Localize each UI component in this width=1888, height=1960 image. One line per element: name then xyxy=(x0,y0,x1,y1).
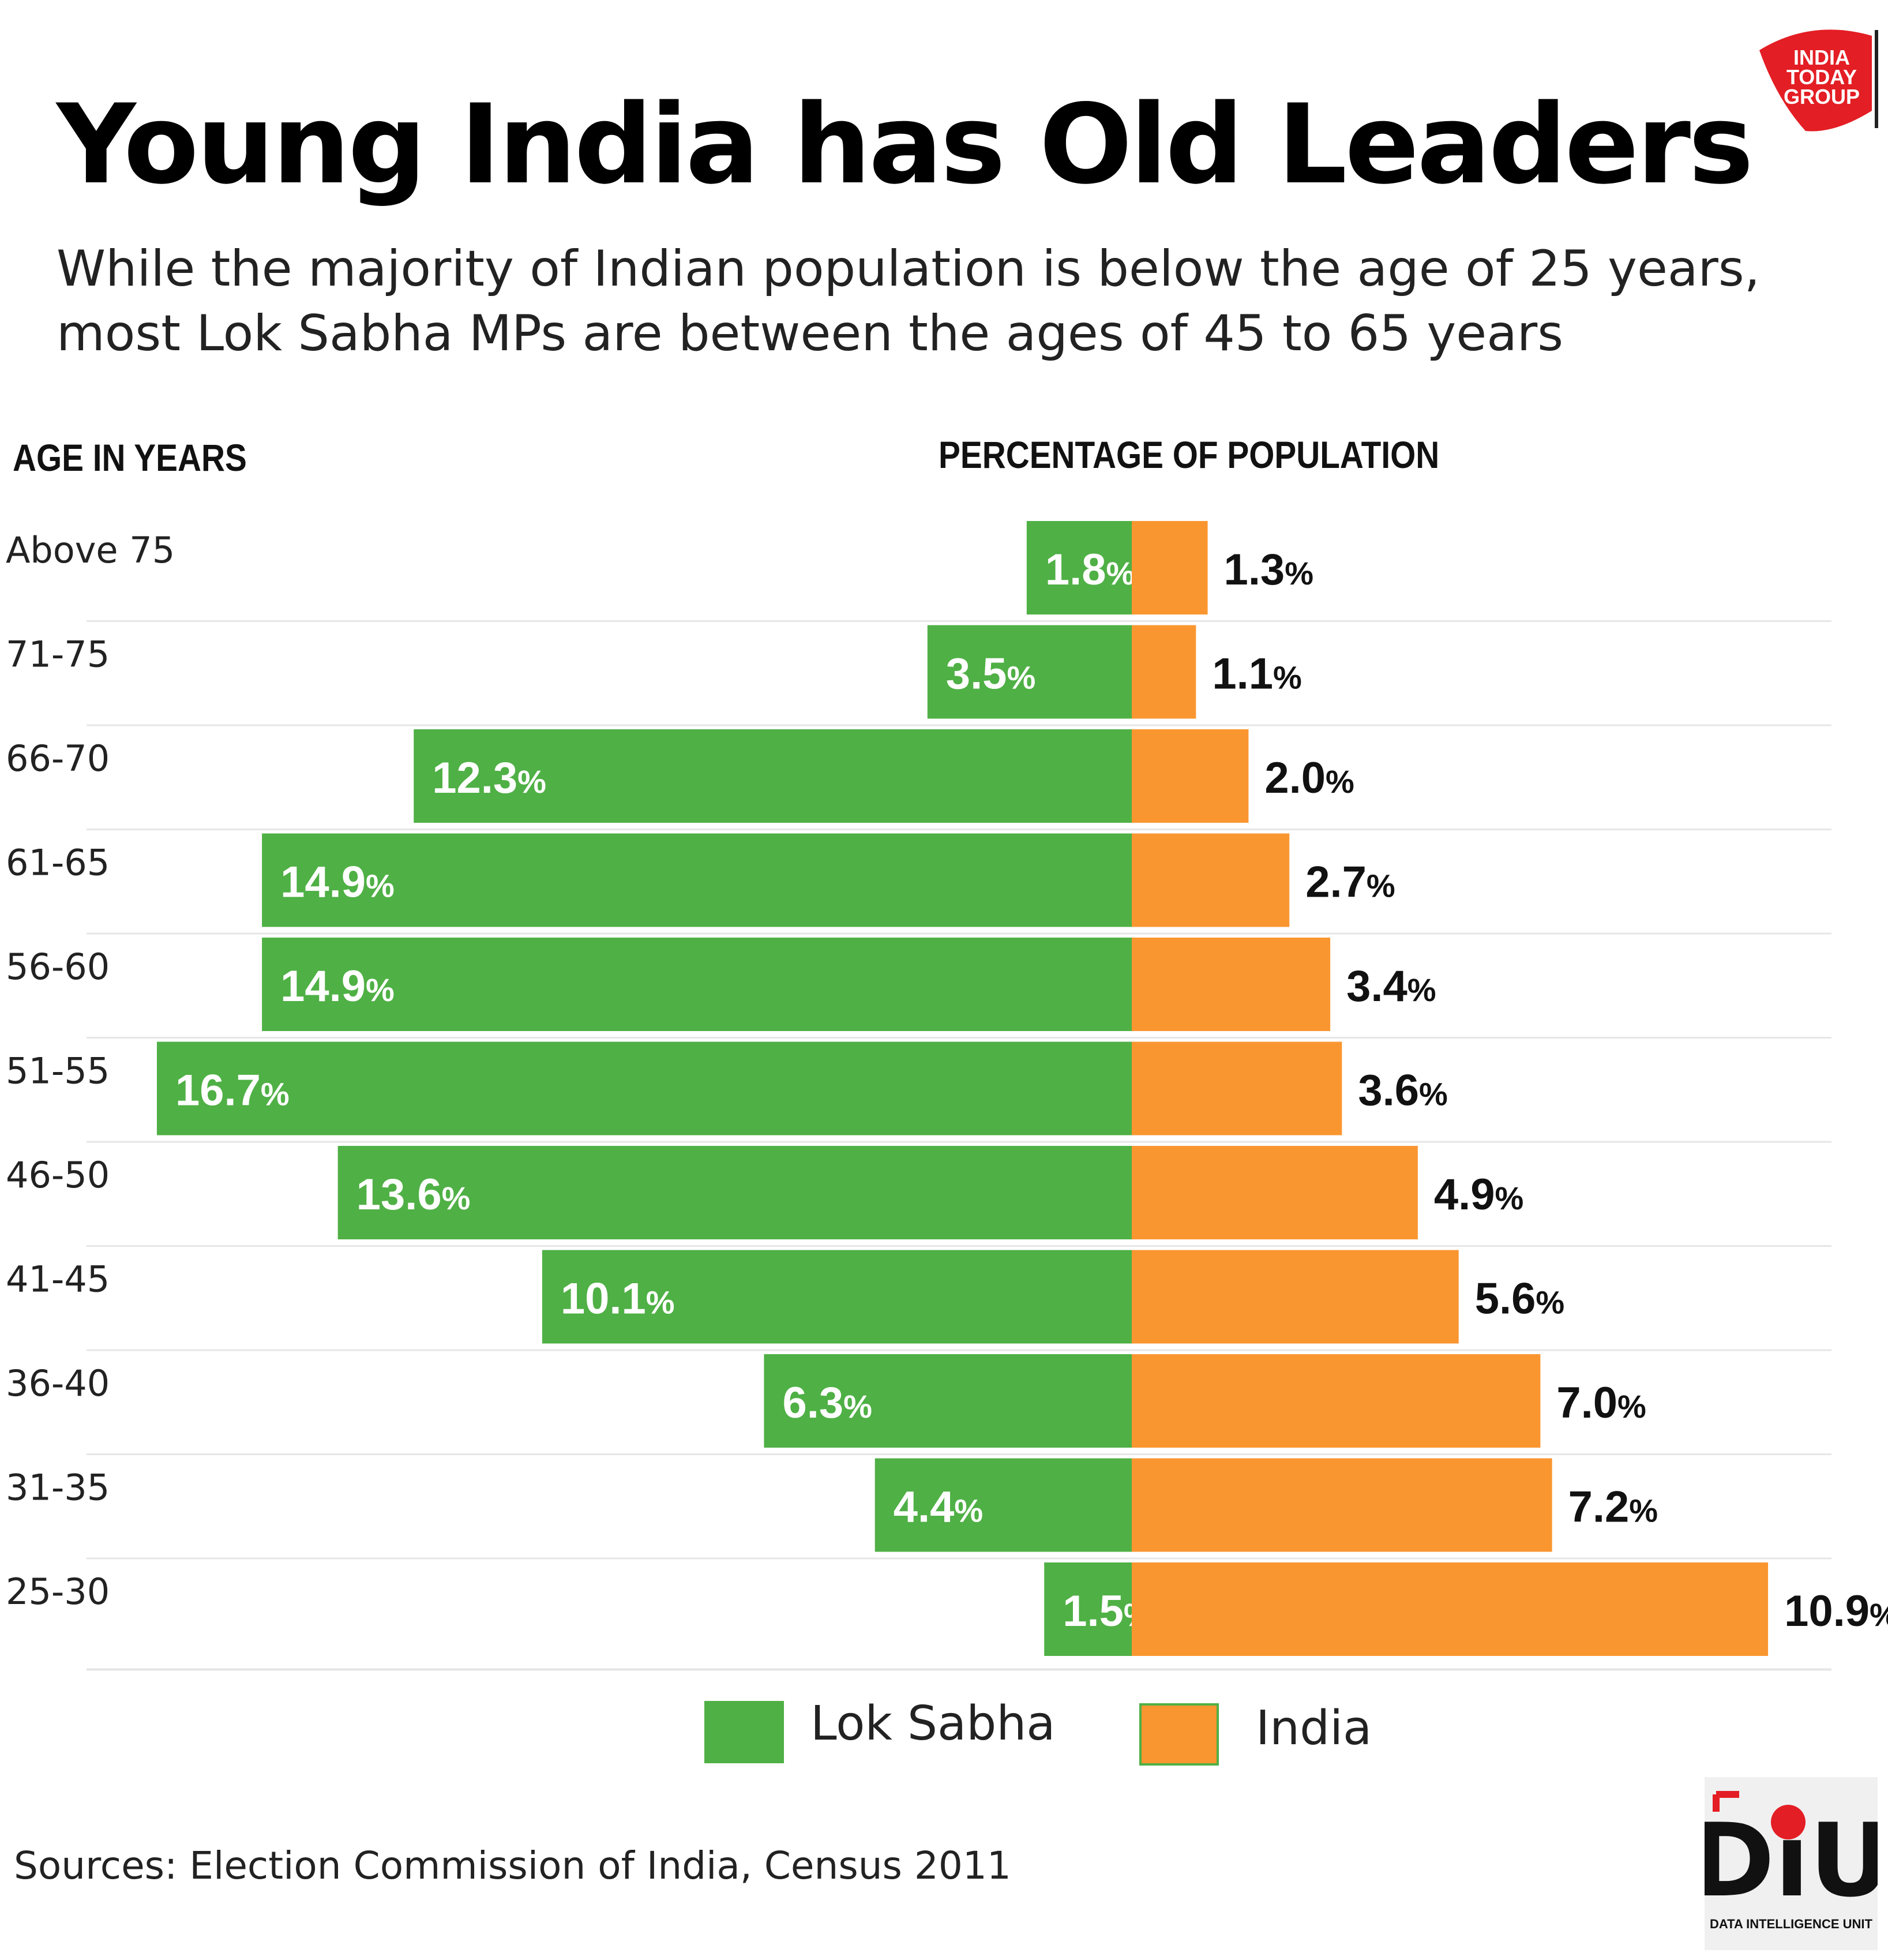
india-bar-51-55 xyxy=(1132,1041,1342,1135)
india-value-56-60: 3.4% xyxy=(1346,962,1436,1011)
india-bar-56-60 xyxy=(1132,938,1331,1031)
lok-sabha-value-41-45: 10.1% xyxy=(561,1275,675,1324)
percentage-axis-heading: PERCENTAGE OF POPULATION xyxy=(939,433,1440,476)
category-label-71-75: 71-75 xyxy=(6,634,110,676)
lok-sabha-value-71-75: 3.5% xyxy=(946,650,1035,699)
category-label-46-50: 46-50 xyxy=(6,1154,110,1196)
category-label-66-70: 66-70 xyxy=(6,737,110,779)
india-value-71-75: 1.1% xyxy=(1212,650,1301,699)
india-value-25-30: 10.9% xyxy=(1784,1587,1888,1636)
india-value-46-50: 4.9% xyxy=(1434,1170,1523,1219)
legend-label-india: India xyxy=(1256,1701,1372,1756)
legend-label-lok-sabha: Lok Sabha xyxy=(810,1696,1056,1751)
lok-sabha-bar-above-75 xyxy=(1026,521,1132,614)
india-value-61-65: 2.7% xyxy=(1305,858,1395,907)
category-label-56-60: 56-60 xyxy=(6,946,110,988)
lok-sabha-bar-66-70 xyxy=(414,729,1132,823)
india-value-above-75: 1.3% xyxy=(1224,545,1313,594)
lok-sabha-bar-25-30 xyxy=(1044,1562,1132,1656)
category-label-41-45: 41-45 xyxy=(6,1258,110,1301)
india-bar-31-35 xyxy=(1132,1458,1552,1552)
category-label-31-35: 31-35 xyxy=(6,1467,110,1509)
lok-sabha-bar-31-35 xyxy=(874,1458,1132,1552)
lok-sabha-value-51-55: 16.7% xyxy=(175,1066,290,1115)
chart-subtitle: While the majority of Indian population … xyxy=(57,240,1761,362)
lok-sabha-value-31-35: 4.4% xyxy=(894,1483,983,1532)
india-bar-41-45 xyxy=(1132,1250,1459,1344)
india-value-66-70: 2.0% xyxy=(1264,754,1354,803)
india-bar-25-30 xyxy=(1132,1562,1769,1656)
age-axis-heading: AGE IN YEARS xyxy=(13,436,247,479)
india-value-31-35: 7.2% xyxy=(1568,1483,1658,1532)
source-note: Sources: Election Commission of India, C… xyxy=(14,1843,1011,1888)
india-bar-46-50 xyxy=(1132,1146,1418,1239)
diu-logo: DiU DATA INTELLIGENCE UNIT xyxy=(1705,1777,1878,1950)
svg-text:GROUP: GROUP xyxy=(1784,85,1860,108)
india-bar-61-65 xyxy=(1132,833,1290,927)
legend-swatch-lok-sabha xyxy=(704,1701,784,1763)
lok-sabha-bar-41-45 xyxy=(542,1250,1132,1344)
india-bar-36-40 xyxy=(1132,1354,1541,1448)
category-label-61-65: 61-65 xyxy=(6,842,110,884)
category-label-51-55: 51-55 xyxy=(6,1050,110,1092)
population-pyramid-chart: Above 75 1.8% 1.3% 71-75 3.5% 1.1% 66-70 12.3% 2… xyxy=(6,521,1888,1671)
svg-text:DATA INTELLIGENCE UNIT: DATA INTELLIGENCE UNIT xyxy=(1710,1917,1872,1931)
lok-sabha-value-36-40: 6.3% xyxy=(782,1378,872,1427)
lok-sabha-bar-56-60 xyxy=(262,938,1132,1031)
lok-sabha-bar-36-40 xyxy=(764,1354,1132,1448)
india-value-41-45: 5.6% xyxy=(1475,1275,1564,1324)
category-label-above-75: Above 75 xyxy=(6,529,175,571)
svg-text:TODAY: TODAY xyxy=(1786,65,1857,89)
india-bar-71-75 xyxy=(1132,625,1196,719)
category-label-25-30: 25-30 xyxy=(6,1571,110,1613)
lok-sabha-bar-51-55 xyxy=(156,1041,1132,1135)
india-today-group-logo: INDIA TODAY GROUP xyxy=(1759,29,1878,132)
chart-title: Young India has Old Leaders xyxy=(57,81,1754,208)
india-value-36-40: 7.0% xyxy=(1556,1378,1646,1427)
lok-sabha-bar-71-75 xyxy=(927,625,1132,719)
lok-sabha-value-46-50: 13.6% xyxy=(356,1170,471,1219)
lok-sabha-bar-46-50 xyxy=(337,1146,1132,1239)
lok-sabha-value-56-60: 14.9% xyxy=(280,962,395,1011)
legend-swatch-india xyxy=(1139,1703,1219,1766)
lok-sabha-value-61-65: 14.9% xyxy=(280,858,395,907)
lok-sabha-value-66-70: 12.3% xyxy=(432,754,546,803)
india-bar-above-75 xyxy=(1132,521,1208,614)
lok-sabha-value-above-75: 1.8% xyxy=(1045,545,1135,594)
india-bar-66-70 xyxy=(1132,729,1249,823)
india-value-51-55: 3.6% xyxy=(1358,1066,1447,1115)
lok-sabha-bar-61-65 xyxy=(262,833,1132,927)
category-label-36-40: 36-40 xyxy=(6,1362,110,1404)
svg-text:INDIA: INDIA xyxy=(1793,46,1850,69)
